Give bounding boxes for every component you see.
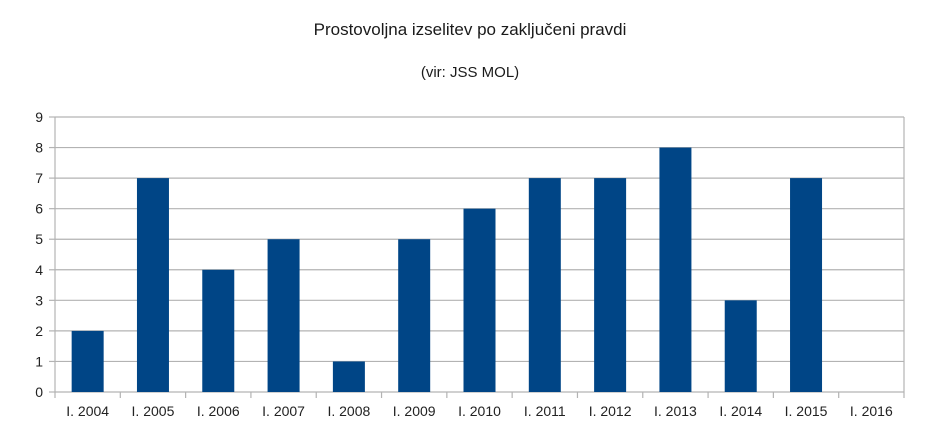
x-tick-label: I. 2006	[197, 403, 240, 419]
bar	[790, 178, 823, 392]
bar	[332, 361, 365, 392]
y-tick-label: 9	[35, 109, 43, 125]
y-tick-label: 0	[35, 384, 43, 400]
x-tick-label: I. 2014	[719, 403, 762, 419]
x-tick-label: I. 2011	[524, 403, 566, 419]
bar	[398, 239, 431, 392]
y-tick-label: 5	[35, 231, 43, 247]
bar	[724, 300, 757, 392]
y-tick-label: 6	[35, 201, 43, 217]
x-axis: I. 2004 I. 2005 I. 2006 I. 2007 I. 2008 I. 20…	[54, 392, 905, 419]
x-tick-label: I. 2007	[262, 403, 305, 419]
x-tick-label: I. 2009	[393, 403, 436, 419]
y-tick-label: 1	[35, 353, 43, 369]
bar	[528, 178, 561, 392]
x-tick-label: I. 2016	[850, 403, 893, 419]
bar	[463, 208, 496, 392]
bar	[71, 330, 104, 392]
x-tick-label: I. 2013	[654, 403, 697, 419]
bars	[71, 147, 823, 392]
x-tick-label: I. 2015	[785, 403, 828, 419]
x-tick-label: I. 2008	[327, 403, 370, 419]
y-tick-label: 4	[35, 262, 43, 278]
y-axis: 0 1 2 3 4 5 6 7 8 9	[35, 109, 905, 400]
bar	[202, 269, 235, 392]
chart-subtitle: (vir: JSS MOL)	[420, 64, 520, 81]
x-tick-label: I. 2004	[66, 403, 109, 419]
bar	[136, 178, 169, 392]
x-tick-label: I. 2012	[589, 403, 632, 419]
bar	[267, 239, 300, 392]
y-tick-label: 3	[35, 292, 43, 308]
chart-title: Prostovoljna izselitev po zaključeni pra…	[313, 20, 627, 39]
y-tick-label: 7	[35, 170, 43, 186]
bar	[659, 147, 692, 392]
x-tick-label: I. 2010	[458, 403, 501, 419]
x-tick-label: I. 2005	[132, 403, 175, 419]
y-tick-label: 8	[35, 140, 43, 156]
y-tick-label: 2	[35, 323, 43, 339]
bar	[594, 178, 627, 392]
